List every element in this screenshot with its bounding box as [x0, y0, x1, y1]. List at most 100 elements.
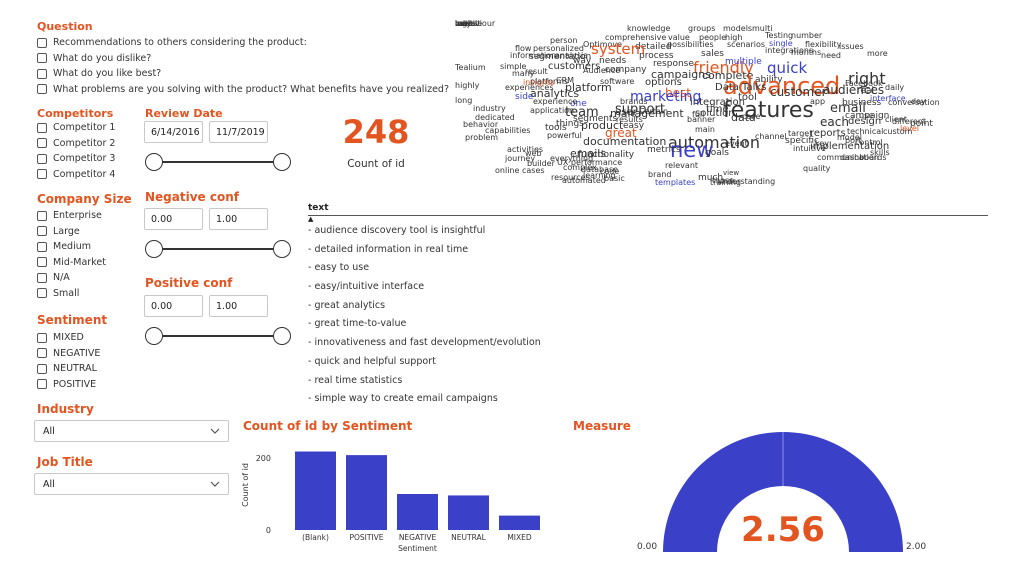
job-title-dropdown[interactable]: All [34, 473, 229, 495]
company-size-option[interactable]: Large [37, 224, 106, 240]
bar-chart: Count of id 200 0 (Blank) POSITIVE NEGATIVE NE… [241, 451, 540, 553]
company-size-option[interactable]: Medium [37, 239, 106, 255]
review-date-slider-track[interactable] [154, 161, 282, 163]
word-cloud-word: results [616, 115, 643, 124]
checkbox[interactable] [37, 210, 47, 221]
sentiment-option[interactable]: NEGATIVE [37, 346, 100, 362]
word-cloud-word: both [455, 19, 474, 28]
word-cloud-word: number [791, 31, 823, 40]
list-item: - detailed information in real time [308, 243, 469, 255]
checkbox[interactable] [37, 138, 47, 149]
positive-conf-max-input[interactable]: 1.00 [209, 295, 268, 317]
sentiment-option[interactable]: MIXED [37, 330, 100, 346]
negative-conf-slider-max-handle[interactable] [273, 240, 291, 258]
word-cloud-word: data [731, 111, 756, 124]
checkbox[interactable] [37, 288, 47, 299]
word-cloud-word: much [698, 173, 724, 183]
negative-conf-slider-min-handle[interactable] [145, 240, 163, 258]
negative-conf-max-input[interactable]: 1.00 [209, 208, 268, 230]
checkbox[interactable] [37, 379, 47, 390]
competitors-filter: Competitor 1 Competitor 2 Competitor 3 C… [37, 120, 115, 182]
word-cloud-word: different [892, 117, 926, 126]
sentiment-option[interactable]: POSITIVE [37, 377, 100, 393]
word-cloud-word: Data Talks [715, 82, 767, 93]
competitor-option[interactable]: Competitor 2 [37, 136, 115, 152]
sort-ascending-icon[interactable]: ▲ [308, 215, 314, 223]
bar [397, 494, 438, 530]
company-size-option[interactable]: Small [37, 286, 106, 302]
competitor-option[interactable]: Competitor 3 [37, 151, 115, 167]
review-date-start-input[interactable]: 6/14/2016 [144, 121, 203, 143]
word-cloud-word: experiences [505, 83, 554, 92]
question-option[interactable]: What do you like best? [37, 66, 449, 82]
question-option[interactable]: What problems are you solving with the p… [37, 82, 449, 98]
word-cloud-word: UX performance [557, 158, 623, 167]
checkbox[interactable] [37, 37, 47, 48]
positive-conf-slider-max-handle[interactable] [273, 327, 291, 345]
negative-conf-min-input[interactable]: 0.00 [144, 208, 203, 230]
positive-conf-slider-track[interactable] [154, 335, 282, 337]
word-cloud-word: time [706, 104, 729, 115]
industry-dropdown[interactable]: All [34, 420, 229, 442]
company-size-filter: Enterprise Large Medium Mid-Market N/A S… [37, 208, 106, 301]
question-option[interactable]: Recommendations to others considering th… [37, 35, 449, 51]
word-cloud-word: Facebook [845, 79, 883, 88]
checkbox[interactable] [37, 122, 47, 133]
checkbox[interactable] [37, 68, 47, 79]
kpi-label: Count of id [347, 158, 405, 170]
checkbox[interactable] [37, 153, 47, 164]
word-cloud-word: real [857, 86, 875, 96]
review-date-slider-start-handle[interactable] [145, 153, 163, 171]
word-cloud-word: training [710, 178, 741, 187]
negative-conf-slider-track[interactable] [154, 248, 282, 250]
company-size-title: Company Size [37, 192, 132, 206]
checkbox[interactable] [37, 226, 47, 237]
sentiment-option[interactable]: NEUTRAL [37, 361, 100, 377]
checkbox[interactable] [37, 169, 47, 180]
word-cloud-word: templates [655, 178, 696, 187]
review-date-title: Review Date [145, 107, 223, 120]
positive-conf-slider-min-handle[interactable] [145, 327, 163, 345]
competitor-option[interactable]: Competitor 1 [37, 120, 115, 136]
word-cloud-word: system [591, 40, 646, 58]
word-cloud-word: view [723, 169, 740, 177]
checkbox[interactable] [37, 363, 47, 374]
company-size-option[interactable]: Mid-Market [37, 255, 106, 271]
checkbox[interactable] [37, 53, 47, 64]
word-cloud-word: multiple [725, 57, 762, 67]
company-size-option[interactable]: Enterprise [37, 208, 106, 224]
bar [448, 495, 489, 530]
word-cloud-word: app [810, 97, 826, 106]
gauge-chart [663, 432, 903, 552]
competitor-option[interactable]: Competitor 4 [37, 167, 115, 183]
word-cloud-word: builder [527, 159, 555, 168]
word-cloud-word: management [610, 107, 684, 120]
checkbox[interactable] [37, 257, 47, 268]
word-cloud-word: high [725, 33, 743, 42]
word-cloud-word: audiences [823, 83, 885, 97]
company-size-option[interactable]: N/A [37, 270, 106, 286]
checkbox[interactable] [37, 241, 47, 252]
list-item: - easy/intuitive interface [308, 281, 425, 293]
text-column-header[interactable]: text [308, 203, 329, 213]
review-date-slider-end-handle[interactable] [273, 153, 291, 171]
word-cloud-word: long [455, 96, 473, 105]
word-cloud-word: relevant [665, 161, 699, 170]
text-table-header[interactable]: text ▲ [308, 195, 329, 223]
review-date-end-input[interactable]: 11/7/2019 [209, 121, 268, 143]
checkbox[interactable] [37, 84, 47, 95]
word-cloud-word: Audience [583, 66, 621, 75]
x-axis-label: Sentiment [398, 544, 437, 553]
checkbox[interactable] [37, 332, 47, 343]
word-cloud-word: model [837, 133, 862, 142]
chevron-down-icon [210, 428, 220, 434]
question-option[interactable]: What do you dislike? [37, 51, 449, 67]
industry-value: All [43, 425, 55, 437]
word-cloud-word: features [723, 98, 814, 123]
word-cloud-word: key [815, 139, 830, 148]
checkbox[interactable] [37, 348, 47, 359]
word-cloud-word: user [615, 107, 637, 118]
positive-conf-min-input[interactable]: 0.00 [144, 295, 203, 317]
checkbox[interactable] [37, 272, 47, 283]
negative-conf-title: Negative conf [145, 190, 239, 204]
